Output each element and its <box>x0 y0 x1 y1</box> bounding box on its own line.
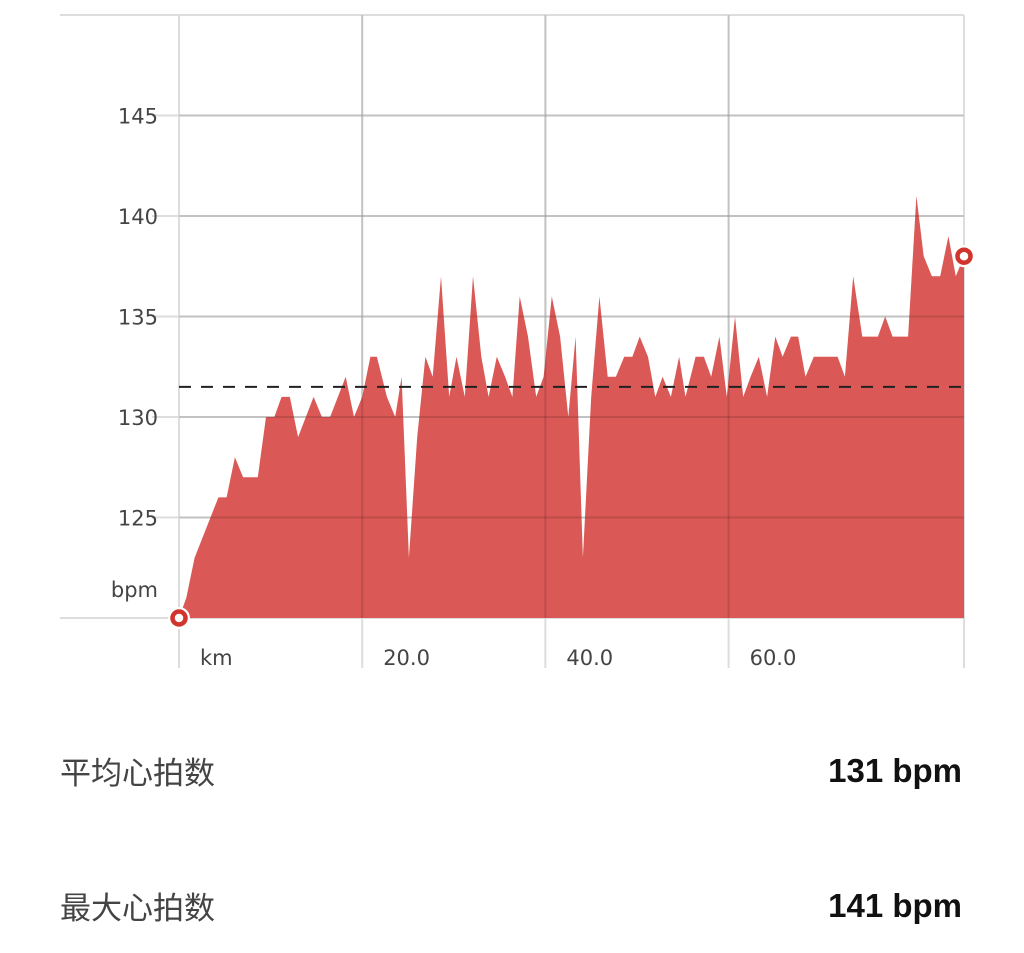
stat-average-heart-rate: 平均心拍数 131 bpm <box>60 748 962 793</box>
stat-label: 最大心拍数 <box>60 891 215 927</box>
y-tick-label: 125 <box>118 507 158 531</box>
y-tick-label: 145 <box>118 105 158 129</box>
grid-overlay <box>179 15 964 618</box>
x-tick-label: 60.0 <box>750 646 797 670</box>
axis-labels: 125 130 135 140 145 20.0 40.0 60.0 <box>118 105 796 671</box>
x-tick-label: 40.0 <box>566 646 613 670</box>
stat-value: 131 bpm <box>828 751 962 789</box>
heart-rate-area <box>179 195 964 618</box>
start-marker <box>170 609 188 627</box>
heart-rate-chart: 125 130 135 140 145 20.0 40.0 60.0 bpm km <box>60 14 973 671</box>
stat-max-heart-rate: 最大心拍数 141 bpm <box>60 883 962 928</box>
y-tick-label: 135 <box>118 306 158 330</box>
stat-label: 平均心拍数 <box>60 756 215 792</box>
y-tick-label: 130 <box>118 406 158 430</box>
stat-value: 141 bpm <box>828 886 962 924</box>
y-tick-label: 140 <box>118 205 158 229</box>
y-axis-label: bpm <box>111 578 158 602</box>
x-tick-label: 20.0 <box>383 646 430 670</box>
x-axis-label: km <box>200 646 233 670</box>
end-marker <box>955 247 973 265</box>
